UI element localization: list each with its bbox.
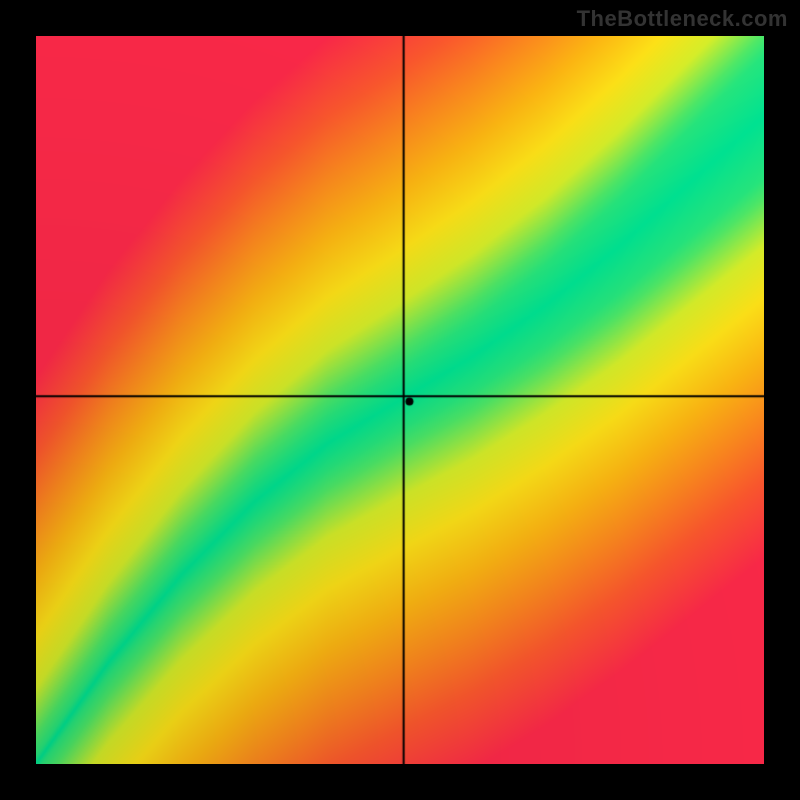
heatmap-canvas (36, 36, 764, 764)
watermark-text: TheBottleneck.com (577, 6, 788, 32)
plot-area (36, 36, 764, 764)
chart-frame: TheBottleneck.com (0, 0, 800, 800)
